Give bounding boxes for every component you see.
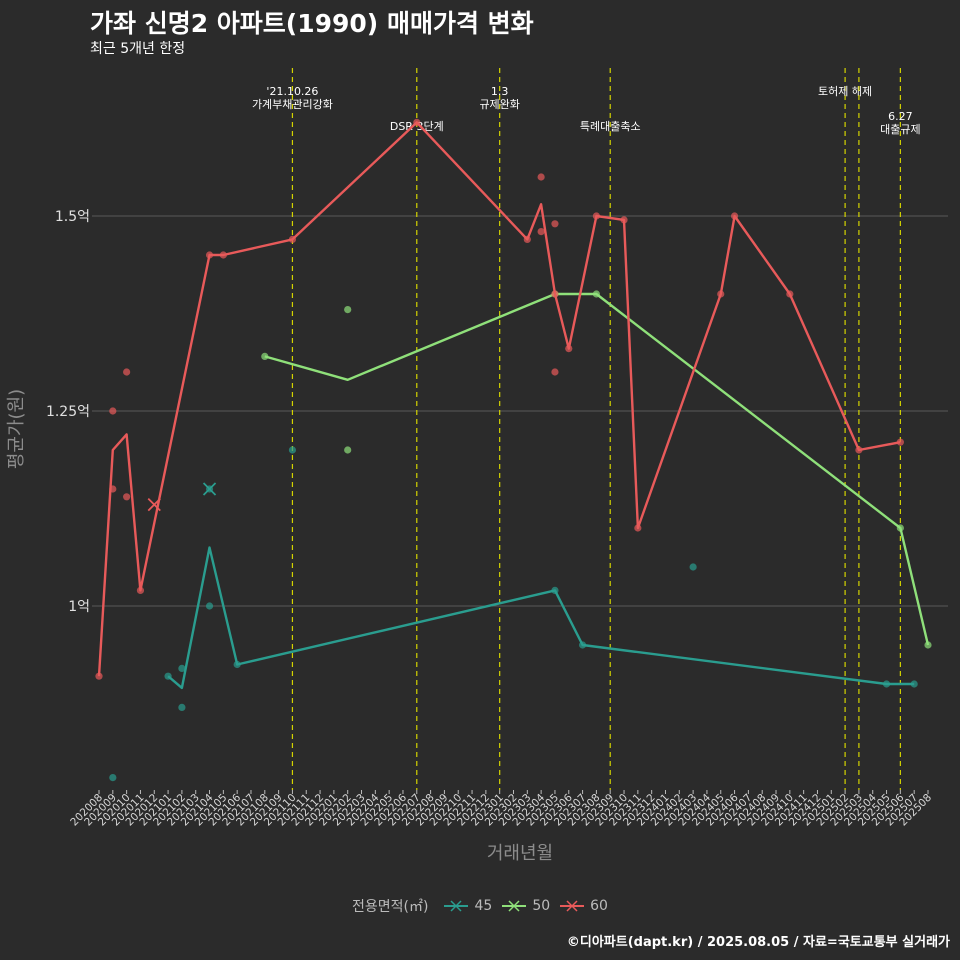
event-label: 토허제 해제	[818, 84, 872, 98]
legend-key-60	[560, 900, 585, 912]
legend-item-60: 60	[560, 898, 608, 914]
event-label: 6.27	[888, 110, 913, 123]
x-mark-60	[147, 497, 161, 512]
y-tick-label: 1.5억	[55, 209, 90, 225]
data-point-60	[123, 493, 131, 501]
data-point-60	[551, 368, 559, 376]
legend: 전용면적(㎡) 45 50 60	[0, 896, 960, 916]
y-tick-label: 1.25억	[46, 404, 90, 420]
legend-key-50	[502, 900, 527, 912]
data-point-50	[344, 446, 352, 454]
data-point-45	[109, 774, 117, 782]
data-point-45	[178, 664, 186, 673]
legend-label-50: 50	[532, 898, 551, 914]
event-label: 가계부채관리강화	[252, 98, 333, 111]
data-point-60	[109, 407, 117, 415]
series-line-60	[97, 121, 901, 677]
data-point-45	[689, 563, 697, 571]
y-tick-label: 1억	[68, 599, 90, 615]
event-label: 특례대출축소	[580, 120, 641, 133]
data-point-45	[288, 446, 297, 454]
series-line-50	[264, 292, 930, 646]
event-label: DSR 3단계	[390, 120, 444, 133]
series-50	[261, 290, 932, 649]
y-axis-title: 평균가(원)	[6, 389, 27, 469]
legend-title: 전용면적(㎡)	[352, 899, 429, 915]
series-layer	[95, 118, 932, 782]
chart-title: 가좌 신명2 아파트(1990) 매매가격 변화	[90, 9, 534, 38]
grid-layer	[92, 215, 948, 607]
legend-label-45: 45	[474, 898, 493, 914]
legend-item-45: 45	[444, 898, 492, 914]
data-point-60	[123, 368, 131, 376]
series-line-45	[167, 546, 915, 690]
event-label: 1.3	[491, 85, 509, 98]
data-point-60	[551, 220, 559, 228]
data-point-45	[178, 703, 186, 712]
x-mark-45	[202, 482, 217, 496]
chart-caption: ©디아파트(dapt.kr) / 2025.08.05 / 자료=국토교통부 실…	[566, 935, 950, 950]
legend-label-60: 60	[590, 898, 608, 914]
data-point-45	[205, 602, 214, 610]
data-point-60	[95, 672, 103, 680]
legend-key-45	[444, 900, 469, 912]
data-point-60	[537, 173, 545, 181]
event-label: '21.10.26	[266, 85, 318, 98]
data-point-60	[537, 228, 545, 236]
series-45	[109, 446, 918, 782]
legend-item-50: 50	[502, 898, 550, 914]
event-label: 규제완화	[479, 98, 519, 111]
data-point-50	[344, 306, 352, 314]
chart-subtitle: 최근 5개년 한정	[90, 41, 186, 57]
x-axis-title: 거래년월	[487, 843, 553, 864]
event-label: 대출규제	[880, 123, 920, 136]
series-60	[95, 118, 904, 680]
axis-layer: 1억1.25억1.5억평균가(원)20200820200920201020201…	[6, 209, 934, 864]
